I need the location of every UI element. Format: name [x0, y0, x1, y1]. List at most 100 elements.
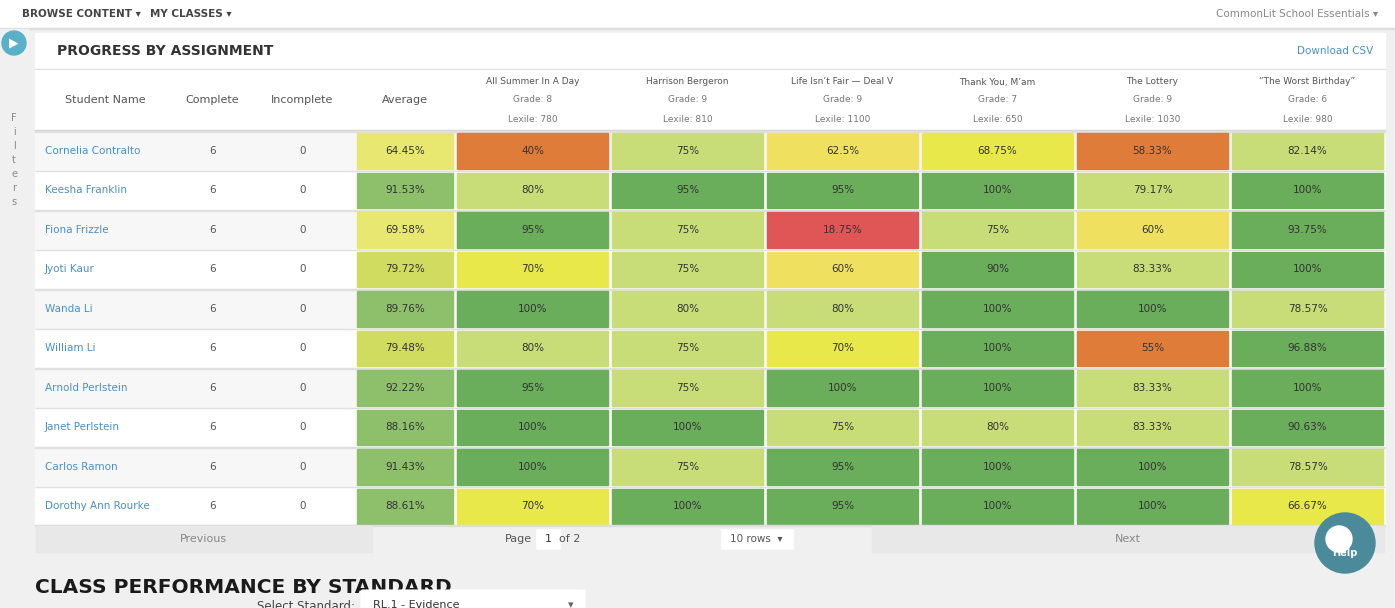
Text: 0: 0: [300, 304, 306, 314]
Text: 6: 6: [209, 461, 216, 472]
Bar: [767, 133, 918, 168]
Text: 75%: 75%: [677, 225, 699, 235]
Bar: [1232, 173, 1382, 208]
Text: 62.5%: 62.5%: [826, 146, 859, 156]
Text: Grade: 8: Grade: 8: [513, 95, 552, 105]
Bar: [612, 370, 763, 406]
Text: 6: 6: [209, 146, 216, 156]
Text: Lexile: 1100: Lexile: 1100: [815, 116, 870, 125]
Text: 79.72%: 79.72%: [385, 264, 425, 274]
Bar: [922, 212, 1073, 247]
Text: Student Name: Student Name: [64, 95, 145, 105]
Bar: [357, 133, 453, 168]
Text: Grade: 9: Grade: 9: [668, 95, 707, 105]
Text: 100%: 100%: [1293, 264, 1322, 274]
Text: 100%: 100%: [672, 422, 702, 432]
Bar: [612, 252, 763, 287]
Text: 80%: 80%: [831, 304, 854, 314]
Text: Average: Average: [382, 95, 428, 105]
Text: 75%: 75%: [986, 225, 1009, 235]
Text: 79.48%: 79.48%: [385, 344, 425, 353]
Bar: [872, 526, 1384, 552]
Text: 0: 0: [300, 146, 306, 156]
Text: Fiona Frizzle: Fiona Frizzle: [45, 225, 109, 235]
Text: 78.57%: 78.57%: [1288, 304, 1328, 314]
Text: r: r: [13, 183, 15, 193]
Text: Download CSV: Download CSV: [1297, 46, 1373, 56]
Text: 78.57%: 78.57%: [1288, 461, 1328, 472]
Bar: [1077, 212, 1228, 247]
Text: BROWSE CONTENT ▾: BROWSE CONTENT ▾: [22, 9, 141, 19]
Text: Carlos Ramon: Carlos Ramon: [45, 461, 117, 472]
Text: 79.17%: 79.17%: [1133, 185, 1172, 195]
Bar: [36, 526, 371, 552]
Text: Grade: 9: Grade: 9: [823, 95, 862, 105]
Bar: [767, 291, 918, 326]
Bar: [35, 525, 1385, 553]
Text: 0: 0: [300, 383, 306, 393]
Bar: [1232, 291, 1382, 326]
Text: Arnold Perlstein: Arnold Perlstein: [45, 383, 127, 393]
Bar: [1077, 331, 1228, 366]
Text: e: e: [11, 169, 17, 179]
Text: 83.33%: 83.33%: [1133, 264, 1172, 274]
Text: 90.63%: 90.63%: [1288, 422, 1327, 432]
Text: 6: 6: [209, 344, 216, 353]
Text: Cornelia Contralto: Cornelia Contralto: [45, 146, 141, 156]
Bar: [1077, 410, 1228, 445]
Text: Previous: Previous: [180, 534, 227, 544]
Text: 100%: 100%: [1138, 501, 1168, 511]
Bar: [536, 529, 559, 549]
Text: 95%: 95%: [677, 185, 699, 195]
Bar: [357, 370, 453, 406]
Text: 80%: 80%: [520, 344, 544, 353]
Text: 64.45%: 64.45%: [385, 146, 425, 156]
Text: 6: 6: [209, 422, 216, 432]
Text: 95%: 95%: [520, 383, 544, 393]
Bar: [922, 133, 1073, 168]
Bar: [35, 131, 1385, 170]
Text: Jyoti Kaur: Jyoti Kaur: [45, 264, 95, 274]
Text: 91.53%: 91.53%: [385, 185, 425, 195]
Text: 69.58%: 69.58%: [385, 225, 425, 235]
Bar: [1077, 488, 1228, 524]
Bar: [1232, 133, 1382, 168]
Bar: [1232, 252, 1382, 287]
Bar: [35, 70, 1385, 130]
Text: 92.22%: 92.22%: [385, 383, 425, 393]
Text: All Summer In A Day: All Summer In A Day: [485, 77, 579, 86]
Text: s: s: [11, 197, 17, 207]
Bar: [458, 370, 608, 406]
Bar: [1232, 449, 1382, 485]
Text: 70%: 70%: [520, 501, 544, 511]
Text: Incomplete: Incomplete: [271, 95, 333, 105]
Bar: [767, 331, 918, 366]
Text: 90%: 90%: [986, 264, 1009, 274]
Text: 100%: 100%: [1138, 461, 1168, 472]
Text: 1: 1: [544, 534, 551, 544]
Bar: [0, 29, 28, 608]
Text: 0: 0: [300, 501, 306, 511]
Text: Janet Perlstein: Janet Perlstein: [45, 422, 120, 432]
Text: Grade: 7: Grade: 7: [978, 95, 1017, 105]
Bar: [767, 449, 918, 485]
Bar: [35, 249, 1385, 289]
Bar: [35, 486, 1385, 526]
Text: Wanda Li: Wanda Li: [45, 304, 92, 314]
Bar: [35, 33, 1385, 69]
Bar: [922, 370, 1073, 406]
Bar: [35, 407, 1385, 447]
Text: 75%: 75%: [677, 264, 699, 274]
Text: 75%: 75%: [831, 422, 854, 432]
Text: 96.88%: 96.88%: [1288, 344, 1328, 353]
Bar: [357, 252, 453, 287]
Bar: [767, 212, 918, 247]
Text: 6: 6: [209, 264, 216, 274]
Bar: [1077, 252, 1228, 287]
Text: MY CLASSES ▾: MY CLASSES ▾: [151, 9, 232, 19]
Text: 60%: 60%: [831, 264, 854, 274]
Text: Lexile: 810: Lexile: 810: [663, 116, 713, 125]
Text: 100%: 100%: [982, 501, 1013, 511]
Text: 75%: 75%: [677, 344, 699, 353]
Text: Lexile: 1030: Lexile: 1030: [1124, 116, 1180, 125]
